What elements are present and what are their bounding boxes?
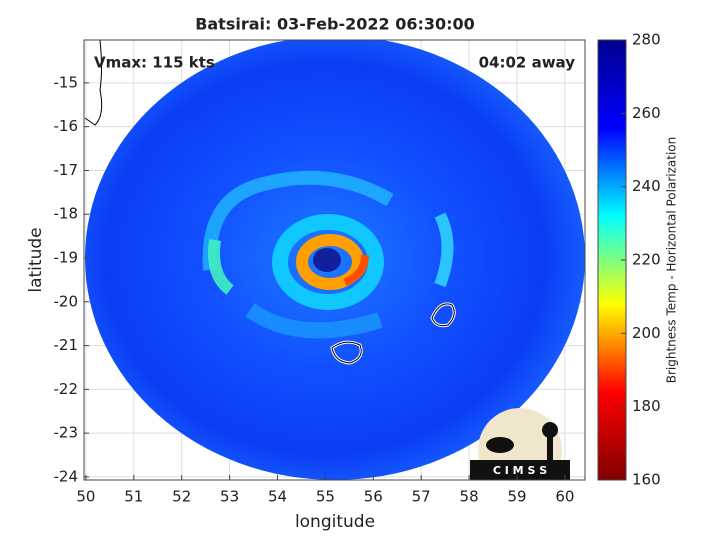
logo-tower	[547, 436, 553, 460]
coastline	[84, 40, 103, 126]
image: C I M S S	[84, 40, 585, 480]
x-tick-label: 54	[268, 488, 287, 506]
y-axis-label: latitude	[26, 227, 46, 292]
eyewall-hot	[343, 254, 369, 286]
x-tick-label: 56	[364, 488, 383, 506]
x-tick-label: 55	[316, 488, 335, 506]
y-tick-label: -19	[54, 249, 79, 267]
logo-tower	[542, 422, 558, 438]
colorbar-tick-label: 200	[632, 324, 661, 342]
island	[331, 341, 362, 364]
x-tick-label: 52	[172, 488, 191, 506]
colorbar-tick-label: 220	[632, 251, 661, 269]
colorbar-tick-label: 260	[632, 104, 661, 122]
annotation: 04:02 away	[479, 54, 576, 72]
x-tick-label: 60	[555, 488, 574, 506]
colorbar-label: Brightness Temp - Horizontal Polarizatio…	[665, 137, 679, 384]
y-tick-label: -15	[54, 73, 79, 91]
y-tick-label: -23	[54, 424, 79, 442]
x-tick-label: 50	[76, 488, 95, 506]
rainband	[208, 239, 234, 295]
y-tick-label: -16	[54, 117, 79, 135]
x-tick-label: 51	[124, 488, 143, 506]
rainband	[434, 212, 454, 288]
y-tick-label: -22	[54, 380, 79, 398]
eyewall	[296, 234, 364, 290]
rainband	[202, 170, 394, 271]
x-tick-label: 53	[220, 488, 239, 506]
eyewall-outer	[272, 214, 384, 310]
y-tick-label: -18	[54, 205, 79, 223]
annotation: Vmax: 115 kts	[94, 54, 215, 72]
logo-dish	[486, 437, 514, 453]
y-tick-label: -20	[54, 292, 79, 310]
y-tick-label: -17	[54, 161, 79, 179]
x-tick-label: 57	[412, 488, 431, 506]
logo: C I M S S	[470, 408, 570, 480]
island	[431, 303, 455, 327]
eye	[313, 248, 341, 272]
plot-frame	[83, 39, 586, 481]
logo-band	[470, 460, 570, 480]
colorbar-tick-label: 160	[632, 471, 661, 489]
y-tick-label: -21	[54, 336, 79, 354]
y-tick-label: -24	[54, 467, 79, 485]
colorbar-tick-label: 180	[632, 397, 661, 415]
chart-title: Batsirai: 03-Feb-2022 06:30:00	[195, 15, 475, 34]
x-tick-label: 58	[460, 488, 479, 506]
rainband	[245, 303, 383, 339]
logo-text: C I M S S	[493, 464, 547, 477]
x-axis-label: longitude	[295, 512, 375, 532]
colorbar-tick-label: 240	[632, 177, 661, 195]
colorbar-tick-label: 280	[632, 31, 661, 49]
x-tick-label: 59	[507, 488, 526, 506]
